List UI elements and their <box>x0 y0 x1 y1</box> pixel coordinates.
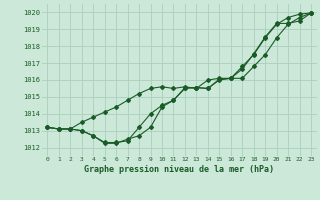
X-axis label: Graphe pression niveau de la mer (hPa): Graphe pression niveau de la mer (hPa) <box>84 165 274 174</box>
